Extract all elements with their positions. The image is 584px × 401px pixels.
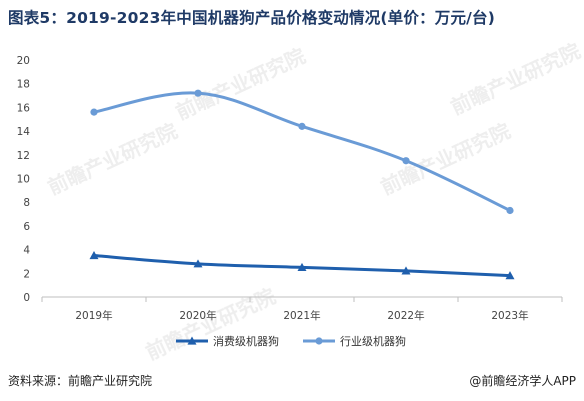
data-point bbox=[90, 108, 98, 116]
x-tick-label: 2023年 bbox=[491, 309, 528, 322]
y-tick-label: 20 bbox=[17, 55, 30, 67]
data-point bbox=[194, 89, 202, 97]
x-axis: 2019年 2020年 2021年 2022年 2023年 bbox=[41, 296, 563, 322]
y-tick-label: 2 bbox=[23, 268, 30, 280]
legend-label: 行业级机器狗 bbox=[340, 334, 406, 348]
y-tick-label: 6 bbox=[23, 221, 30, 233]
x-tick-label: 2022年 bbox=[387, 309, 424, 322]
y-tick-label: 12 bbox=[17, 150, 30, 162]
data-point bbox=[298, 122, 306, 130]
y-tick-label: 10 bbox=[17, 174, 30, 186]
watermark-text: 前瞻产业研究院 bbox=[447, 39, 584, 120]
chart-title: 图表5：2019-2023年中国机器狗产品价格变动情况(单价：万元/台) bbox=[8, 9, 496, 27]
legend-marker bbox=[187, 336, 197, 345]
y-tick-label: 4 bbox=[23, 245, 30, 257]
data-point bbox=[89, 251, 99, 260]
legend-marker bbox=[315, 337, 323, 345]
y-tick-label: 8 bbox=[23, 197, 30, 209]
y-tick-label: 18 bbox=[17, 79, 30, 91]
data-point bbox=[505, 271, 515, 280]
x-tick-label: 2019年 bbox=[75, 309, 112, 322]
data-point bbox=[401, 266, 411, 275]
y-tick-label: 16 bbox=[17, 102, 31, 114]
data-point bbox=[193, 259, 203, 268]
watermark-text: 前瞻产业研究院 bbox=[377, 119, 514, 200]
data-point bbox=[402, 157, 410, 165]
source-note: 资料来源：前瞻产业研究院 bbox=[8, 374, 153, 388]
watermark-text: 前瞻产业研究院 bbox=[172, 44, 309, 125]
x-tick-label: 2021年 bbox=[283, 309, 320, 322]
watermark-text: 前瞻产业研究院 bbox=[44, 119, 181, 200]
x-tick-label: 2020年 bbox=[179, 309, 216, 322]
watermark-text: 前瞻产业研究院 bbox=[142, 284, 279, 365]
series-layer bbox=[89, 89, 515, 280]
legend: 消费级机器狗 行业级机器狗 bbox=[176, 334, 406, 348]
data-point bbox=[506, 206, 514, 215]
y-tick-label: 14 bbox=[17, 126, 31, 138]
y-tick-label: 0 bbox=[23, 292, 30, 304]
credit-note: @前瞻经济学人APP bbox=[469, 374, 576, 388]
legend-label: 消费级机器狗 bbox=[213, 334, 279, 348]
y-axis: 0 2 4 6 8 10 12 14 16 18 20 bbox=[17, 55, 31, 304]
data-point bbox=[297, 262, 307, 271]
